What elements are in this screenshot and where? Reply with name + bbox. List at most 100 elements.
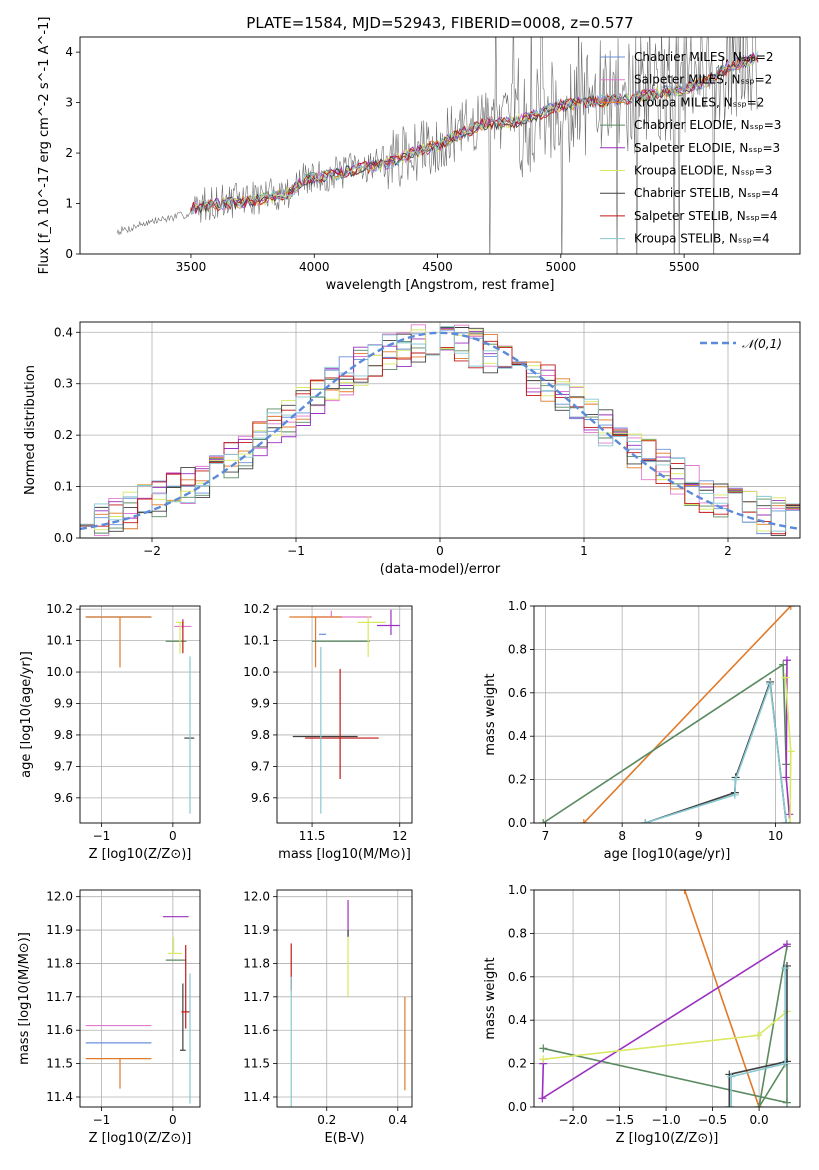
y-tick-label: 9.9 [54, 696, 73, 710]
x-tick-label: 9 [695, 829, 703, 843]
weight-point-marker [766, 680, 775, 689]
x-tick-label: 8 [618, 829, 626, 843]
y-tick-label: 0.8 [508, 926, 527, 940]
x-axis-label: E(B-V) [324, 1131, 364, 1146]
y-tick-label: 0.3 [54, 377, 73, 391]
y-tick-label: 0.6 [508, 970, 527, 984]
x-tick-label: 5000 [546, 260, 577, 274]
weight-series-line [728, 965, 788, 1107]
x-tick-label: −2.0 [558, 1113, 587, 1127]
legend-label: Salpeter MILES, Nₛₛₚ=2 [634, 73, 772, 87]
y-tick-label: 12.0 [46, 890, 73, 904]
weight-point-marker [782, 819, 791, 823]
gaussian-curve [80, 331, 800, 531]
axes-age_vs_Z: −1 0 9.6 9.7 9.8 9.9 10.0 10.1 10.2 Z [log10(Z/Z⊙… [19, 602, 201, 862]
y-tick-label: 10.2 [46, 602, 73, 616]
x-tick-label: −1.5 [605, 1113, 634, 1127]
y-tick-label: 10.2 [243, 602, 270, 616]
x-tick-label: 0 [169, 829, 177, 843]
x-tick-label: 0 [169, 1113, 177, 1127]
weight-point-marker [779, 660, 788, 669]
y-tick-label: 11.9 [243, 923, 270, 937]
y-tick-label: 11.6 [243, 1023, 270, 1037]
axes-frame [533, 605, 801, 824]
y-tick-label: 3 [65, 96, 73, 110]
model-spectrum-line [190, 50, 759, 215]
y-axis-label: Flux [f_λ 10^-17 erg cm^-2 s^-1 A^-1] [37, 17, 52, 275]
x-tick-label: 10 [768, 829, 783, 843]
spectrum-legend: Chabrier MILES, Nₛₛₚ=2 Salpeter MILES, Nₛ… [600, 50, 781, 246]
y-tick-label: 11.8 [243, 956, 270, 970]
legend-label: Chabrier ELODIE, Nₛₛₚ=3 [634, 118, 781, 132]
y-tick-label: 9.6 [54, 791, 73, 805]
weight-point-marker [539, 819, 548, 823]
x-tick-label: −2 [143, 544, 161, 558]
x-tick-label: 2 [724, 544, 732, 558]
y-tick-label: 9.7 [54, 759, 73, 773]
y-tick-label: 0.4 [54, 325, 73, 339]
y-tick-label: 1.0 [508, 883, 527, 897]
y-tick-label: 9.8 [54, 728, 73, 742]
weight-point-marker [786, 819, 795, 823]
y-tick-label: 1 [65, 197, 73, 211]
plot-area-spectrum [116, 37, 759, 254]
axes-frame [79, 889, 201, 1108]
y-tick-label: 0.8 [508, 642, 527, 656]
y-tick-label: 0.2 [508, 773, 527, 787]
x-axis-label: Z [log10(Z/Z⊙)] [89, 847, 192, 862]
x-tick-label: −1 [287, 544, 305, 558]
x-tick-label: 12 [392, 829, 407, 843]
plot-area-residuals [80, 324, 800, 536]
y-tick-label: 0.6 [508, 686, 527, 700]
y-axis-label: mass weight [483, 673, 498, 755]
y-tick-label: 0.2 [508, 1057, 527, 1071]
weight-point-marker [785, 810, 794, 819]
axes-frame [276, 889, 413, 1108]
y-tick-label: 2 [65, 146, 73, 160]
y-tick-label: 9.6 [251, 791, 270, 805]
weight-point-marker [781, 673, 790, 682]
legend-label: Chabrier MILES, Nₛₛₚ=2 [634, 50, 774, 64]
y-tick-label: 11.7 [46, 990, 73, 1004]
y-axis-label: mass weight [483, 957, 498, 1039]
model-spectrum-line [190, 57, 759, 212]
weight-point-marker [579, 819, 588, 823]
x-tick-label: 3500 [176, 260, 207, 274]
weight-point-marker [782, 940, 791, 949]
y-tick-label: 11.6 [46, 1023, 73, 1037]
axes-frame [79, 321, 801, 539]
axes-weight_vs_age: 7 8 9 10 0.0 0.2 0.4 0.6 0.8 1.0 age [log10(age/yr… [483, 599, 801, 862]
x-tick-label: 4500 [422, 260, 453, 274]
axes-frame [79, 36, 801, 255]
weight-point-marker [727, 1072, 736, 1081]
legend-label: Salpeter ELODIE, Nₛₛₚ=3 [634, 141, 780, 155]
y-tick-label: 9.8 [251, 728, 270, 742]
weight-series-line [583, 606, 792, 823]
x-axis-label: mass [log10(M/M⊙)] [278, 847, 411, 862]
weight-point-marker [680, 890, 689, 894]
plot-area-mass_vs_Z [85, 916, 191, 1104]
weight-point-marker [781, 964, 790, 973]
y-tick-label: 10.0 [243, 665, 270, 679]
legend-label: Salpeter STELIB, Nₛₛₚ=4 [634, 209, 778, 223]
x-tick-label: −0.5 [698, 1113, 727, 1127]
y-tick-label: 11.5 [243, 1057, 270, 1071]
x-tick-label: 0.0 [750, 1113, 769, 1127]
x-tick-label: 0.4 [388, 1113, 407, 1127]
plot-area-weight_vs_age [539, 606, 795, 823]
y-tick-label: 0.1 [54, 480, 73, 494]
weight-series-line [730, 968, 786, 1107]
weight-point-marker [755, 1103, 764, 1107]
x-tick-label: 1 [580, 544, 588, 558]
y-tick-label: 0 [65, 247, 73, 261]
y-tick-label: 9.9 [251, 696, 270, 710]
weight-point-marker [754, 1031, 763, 1040]
axes-residuals: −2 −1 0 1 2 0.0 0.1 0.2 0.3 0.4 (data-model)/error… [23, 321, 801, 577]
y-tick-label: 11.4 [46, 1090, 73, 1104]
y-tick-label: 0.0 [508, 1100, 527, 1114]
legend-label: 𝒩(0,1) [742, 337, 782, 351]
weight-point-marker [730, 790, 739, 799]
axes-frame [533, 889, 801, 1108]
legend-label: Chabrier STELIB, Nₛₛₚ=4 [634, 186, 779, 200]
